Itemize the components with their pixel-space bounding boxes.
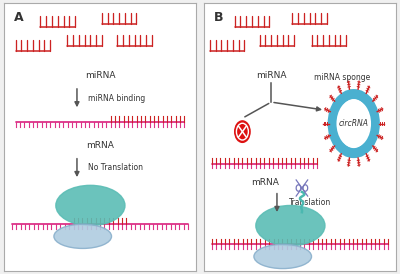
Text: A: A bbox=[14, 11, 23, 24]
Ellipse shape bbox=[54, 224, 112, 249]
Text: mRNA: mRNA bbox=[252, 178, 279, 187]
Ellipse shape bbox=[56, 185, 125, 226]
Text: No Translation: No Translation bbox=[88, 163, 144, 172]
Text: circRNA: circRNA bbox=[339, 119, 369, 128]
Text: miRNA: miRNA bbox=[256, 71, 286, 80]
Ellipse shape bbox=[254, 244, 312, 269]
Circle shape bbox=[235, 121, 250, 142]
Circle shape bbox=[336, 99, 371, 148]
Text: B: B bbox=[214, 11, 223, 24]
Text: miRNA binding: miRNA binding bbox=[88, 93, 146, 102]
Text: miRNA sponge: miRNA sponge bbox=[314, 73, 370, 82]
Text: mRNA: mRNA bbox=[86, 141, 114, 150]
Ellipse shape bbox=[256, 206, 325, 246]
Text: miRNA: miRNA bbox=[85, 71, 115, 80]
Text: Translation: Translation bbox=[288, 198, 331, 207]
